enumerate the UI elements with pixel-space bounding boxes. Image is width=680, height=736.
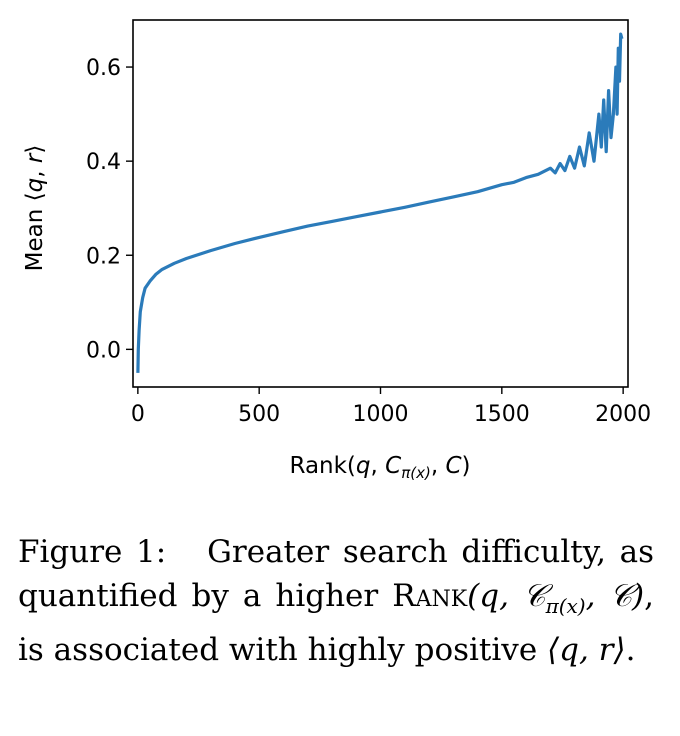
caption-math-sub: π(x) bbox=[545, 594, 586, 619]
x-tick-label: 2000 bbox=[595, 402, 651, 427]
series-line bbox=[136, 32, 624, 373]
caption-rank: Rank bbox=[392, 578, 468, 614]
caption-end: . bbox=[625, 632, 636, 669]
y-tick-label: 0.6 bbox=[86, 56, 121, 81]
plot-frame bbox=[132, 19, 629, 388]
caption-math-arg2: , 𝒞) bbox=[585, 578, 645, 614]
y-tick-label: 0.0 bbox=[86, 338, 121, 363]
figure-caption: Figure 1: Greater search difficulty, as … bbox=[18, 530, 654, 672]
y-tick-label: 0.4 bbox=[86, 150, 121, 175]
y-axis-label: Mean ⟨q, r⟩ bbox=[22, 145, 48, 272]
x-tick-label: 500 bbox=[238, 402, 280, 427]
caption-qr: ⟨q, r⟩ bbox=[547, 632, 626, 669]
caption-text-2: , is associated with highly positive bbox=[18, 578, 655, 669]
y-tick-label: 0.2 bbox=[86, 244, 121, 269]
caption-label: Figure 1: bbox=[18, 534, 167, 570]
figure: 0 500 1000 1500 2000 0.0 0.2 0.4 0.6 Rank(q, Cπ(… bbox=[22, 19, 651, 482]
x-axis-label: Rank(q, Cπ(x), C) bbox=[289, 453, 470, 482]
x-tick-label: 1000 bbox=[353, 402, 409, 427]
chart: 0 500 1000 1500 2000 0.0 0.2 0.4 0.6 Rank(q, Cπ(… bbox=[22, 19, 651, 482]
ticks: 0 500 1000 1500 2000 0.0 0.2 0.4 0.6 bbox=[86, 56, 651, 427]
x-tick-label: 0 bbox=[131, 402, 145, 427]
caption-math-arg: (q, 𝒞 bbox=[467, 578, 546, 614]
caption-text-1: Greater search difficulty, as quantified… bbox=[18, 534, 655, 614]
x-tick-label: 1500 bbox=[474, 402, 530, 427]
